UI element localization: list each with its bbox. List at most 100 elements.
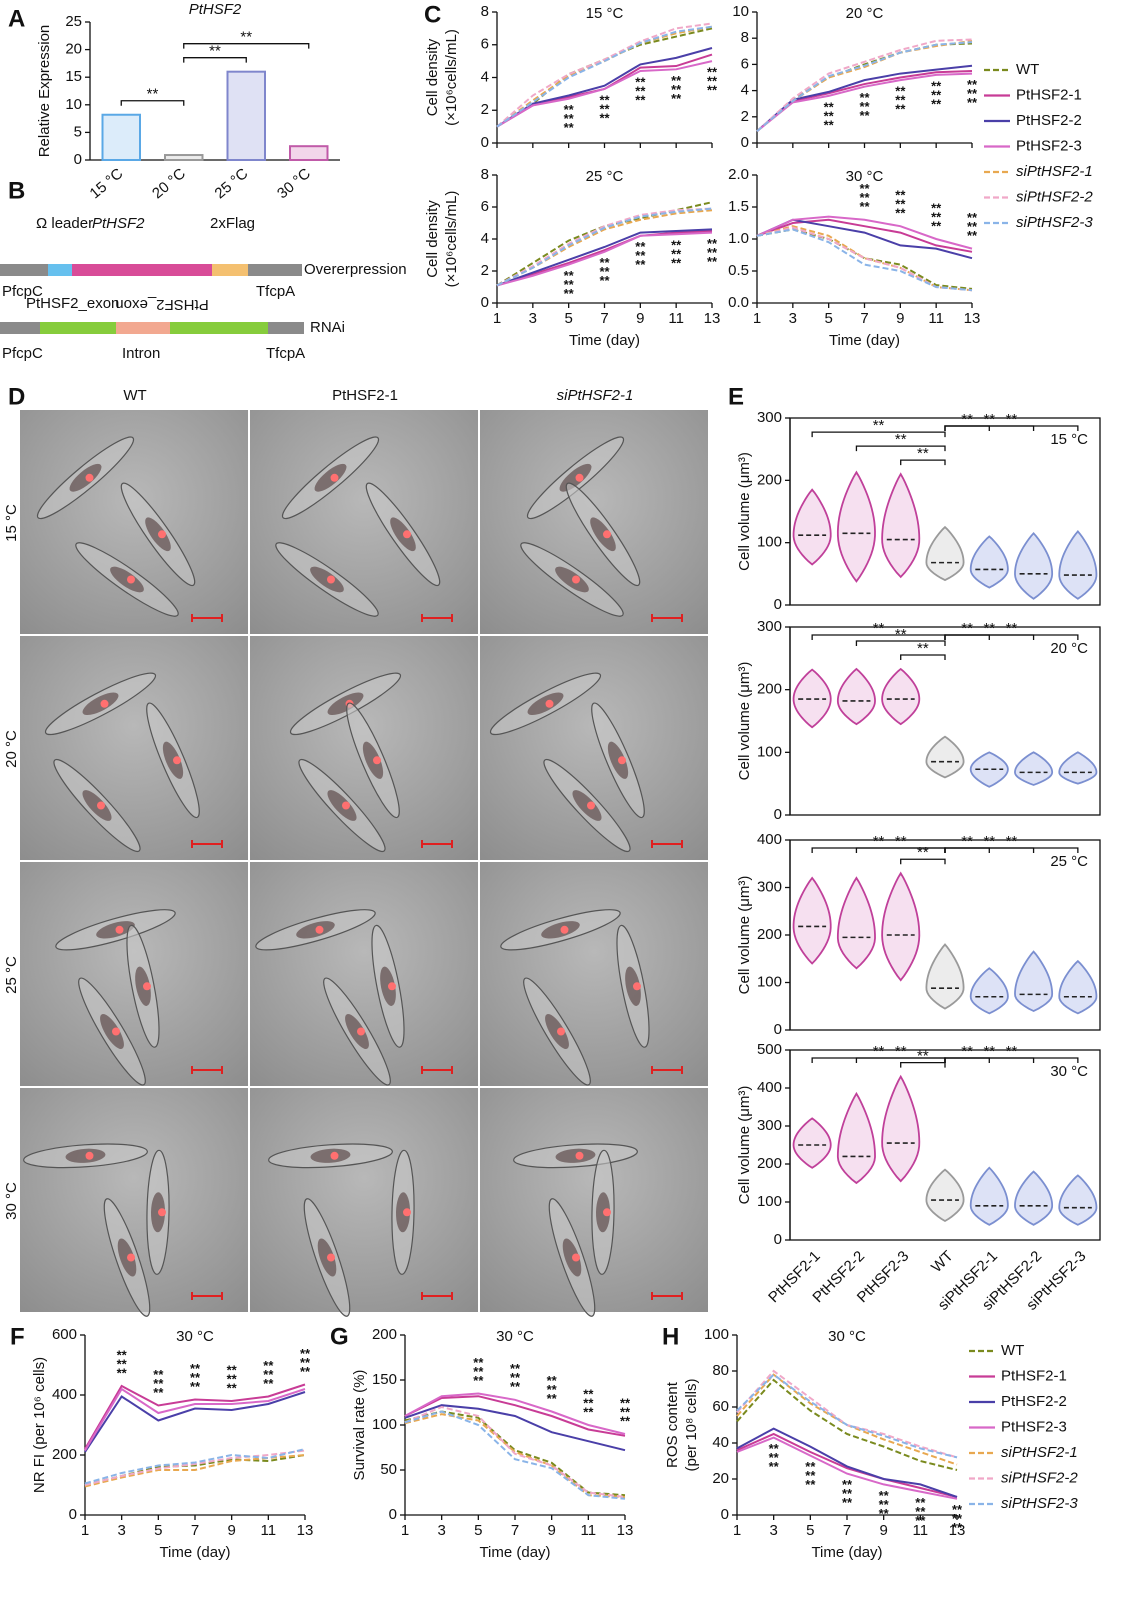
significance-label: **: [824, 108, 835, 123]
significance-label: **: [510, 1379, 521, 1394]
construct-segment: [40, 322, 116, 334]
series-line: [404, 1395, 626, 1437]
y-tick-label: 200: [757, 926, 782, 943]
bar: [164, 154, 204, 161]
y-tick-label: 400: [52, 1386, 77, 1403]
chloroplast: [330, 473, 339, 482]
y-tick-label: 500: [757, 1041, 782, 1058]
violin: [1058, 751, 1098, 785]
significance-label: **: [952, 1511, 963, 1526]
x-tick-label: 1: [753, 310, 761, 327]
significance-label: **: [227, 1362, 238, 1377]
x-tick-label: 11: [913, 1522, 929, 1539]
significance-label: **: [769, 1441, 780, 1456]
significance-label: **: [879, 1497, 890, 1512]
chart-title: 25 °C: [1050, 853, 1088, 870]
construct-segment: [268, 322, 304, 334]
significance-label: **: [599, 273, 610, 288]
y-tick-label: 100: [372, 1416, 397, 1433]
y-tick-label: 100: [757, 743, 782, 760]
chart-title: 25 °C: [586, 168, 624, 185]
significance-label: **: [671, 256, 682, 271]
series-line: [496, 207, 713, 287]
violin: [969, 1166, 1009, 1226]
x-tick-label: 5: [154, 1522, 162, 1539]
significance-label: **: [240, 29, 252, 46]
x-tick-label: 13: [617, 1522, 634, 1539]
chloroplast: [127, 575, 135, 584]
significance-label: **: [300, 1364, 311, 1379]
y-tick-label: 0: [774, 1231, 782, 1248]
chart-title: 20 °C: [846, 5, 884, 22]
series-line: [496, 22, 713, 128]
y-tick-label: 0: [389, 1506, 397, 1523]
chloroplast: [575, 1151, 584, 1160]
significance-label: **: [983, 833, 995, 850]
panel-label: C: [424, 1, 441, 28]
significance-label: **: [952, 1502, 963, 1517]
y-axis-label: Cell volume (μm³): [736, 1086, 753, 1205]
y-tick-label: 0.0: [728, 294, 749, 311]
significance-label: **: [263, 1376, 274, 1391]
chloroplast: [315, 925, 324, 934]
significance-label: **: [564, 120, 575, 135]
series-line: [496, 231, 713, 287]
violin: [836, 667, 876, 726]
significance-label: **: [635, 257, 646, 272]
significance-label: **: [599, 264, 610, 279]
significance-label: **: [671, 238, 682, 253]
significance-bracket: [811, 431, 946, 438]
micrograph: [20, 410, 248, 634]
y-tick-label: 50: [380, 1461, 397, 1478]
y-axis-label: Cell volume (μm³): [736, 452, 753, 571]
significance-label: **: [564, 111, 575, 126]
significance-label: **: [671, 247, 682, 262]
violin: [881, 871, 921, 982]
significance-label: **: [635, 239, 646, 254]
significance-label: **: [842, 1495, 853, 1510]
row-label: 15 °C: [3, 504, 20, 542]
y-axis-label: Relative Expression: [36, 25, 53, 158]
significance-label: **: [859, 99, 870, 114]
significance-label: **: [300, 1346, 311, 1361]
x-axis-label: Time (day): [159, 1544, 230, 1561]
construct-segment: [72, 264, 212, 276]
x-tick-label: 7: [843, 1522, 851, 1539]
chloroplast: [403, 530, 411, 539]
violin: [1058, 959, 1098, 1015]
violin: [1014, 751, 1054, 786]
significance-label: **: [879, 1506, 890, 1521]
significance-label: **: [983, 620, 995, 637]
chart-title: PtHSF2: [189, 1, 242, 18]
significance-label: **: [707, 65, 718, 80]
series-line: [496, 47, 713, 128]
series-line: [404, 1410, 626, 1500]
bar: [101, 113, 141, 161]
significance-label: **: [564, 268, 575, 283]
y-tick-label: 60: [712, 1398, 729, 1415]
construct-label: TfcpA: [266, 345, 305, 362]
construct-label: PfcpC: [2, 283, 43, 300]
chloroplast: [115, 925, 124, 934]
legend-label: siPtHSF2-1: [1001, 1444, 1078, 1461]
x-tick-label: 11: [928, 310, 944, 327]
significance-label: **: [873, 620, 885, 637]
legend-label: siPtHSF2-2: [1016, 188, 1093, 205]
y-axis-label: (×10⁶cells/mL): [443, 191, 460, 288]
chloroplast: [603, 1208, 611, 1217]
violin: [925, 525, 965, 582]
significance-label: **: [873, 833, 885, 850]
y-tick-label: 400: [757, 831, 782, 848]
x-tick-label: 30 °C: [274, 165, 314, 202]
significance-label: **: [583, 1386, 594, 1401]
series-line: [736, 1378, 958, 1471]
significance-label: **: [707, 245, 718, 260]
cells: [289, 672, 402, 853]
y-tick-label: 100: [757, 973, 782, 990]
micrograph: [480, 862, 708, 1086]
panel-label: F: [10, 1323, 25, 1350]
significance-label: **: [635, 248, 646, 263]
x-tick-label: 13: [949, 1522, 966, 1539]
x-tick-label: 1: [81, 1522, 89, 1539]
significance-label: **: [153, 1367, 164, 1382]
